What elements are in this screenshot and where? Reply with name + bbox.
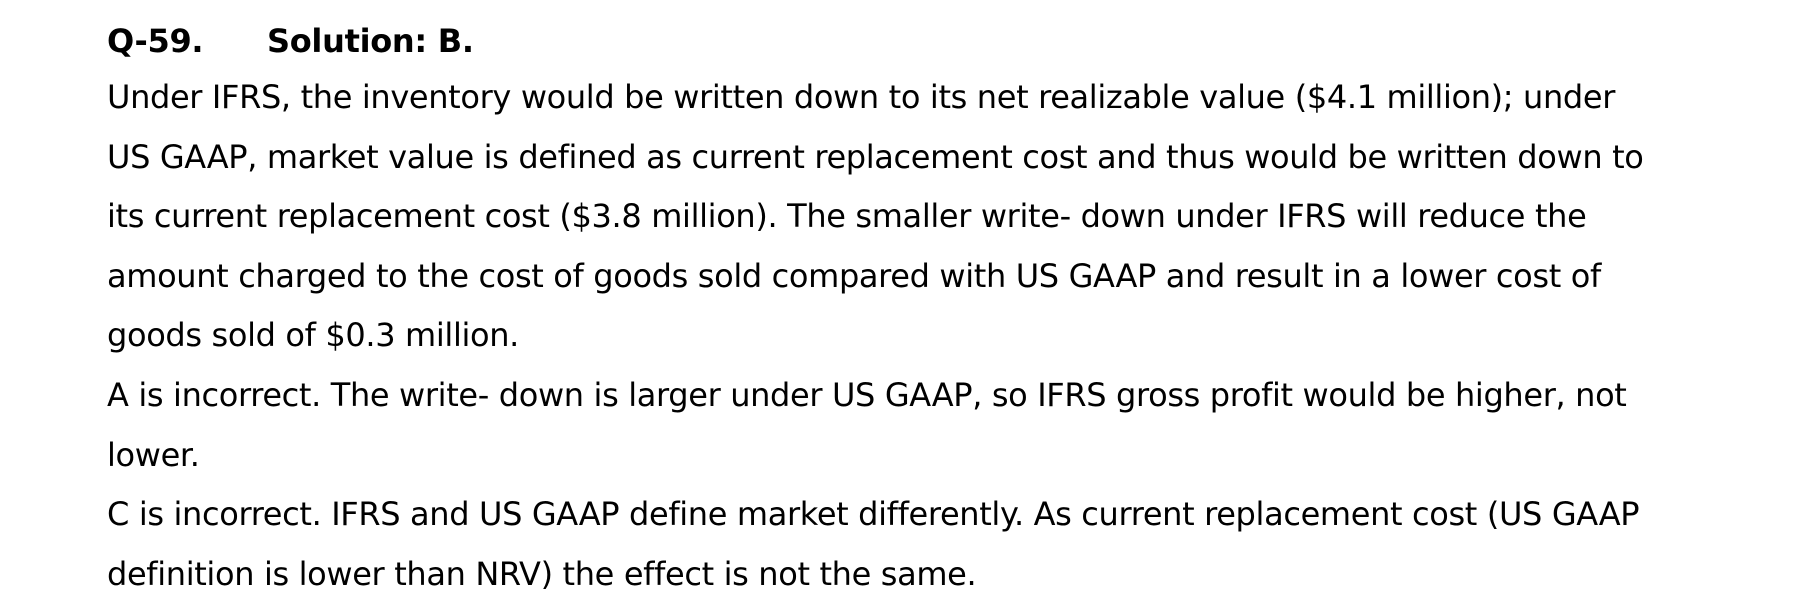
question-heading: Q-59. Solution: B.: [107, 14, 1787, 68]
explanation-line: US GAAP, market value is defined as curr…: [107, 137, 1644, 176]
option-c-paragraph: C is incorrect. IFRS and US GAAP define …: [107, 485, 1787, 604]
option-a-paragraph: A is incorrect. The write- down is large…: [107, 366, 1787, 485]
option-a-line: A is incorrect. The write- down is large…: [107, 375, 1627, 414]
explanation-line: Under IFRS, the inventory would be writt…: [107, 78, 1616, 116]
explanation-line: goods sold of $0.3 million.: [107, 316, 520, 355]
explanation-line: amount charged to the cost of goods sold…: [107, 256, 1601, 295]
option-c-line: C is incorrect. IFRS and US GAAP define …: [107, 495, 1640, 534]
solution-label: Solution: B.: [267, 22, 474, 60]
question-number: Q-59.: [107, 22, 204, 60]
explanation-paragraph: Under IFRS, the inventory would be writt…: [107, 68, 1787, 366]
explanation-line: its current replacement cost ($3.8 milli…: [107, 197, 1587, 236]
option-a-line: lower.: [107, 435, 200, 474]
option-c-line: definition is lower than NRV) the effect…: [107, 554, 977, 593]
document-body: Q-59. Solution: B. Under IFRS, the inven…: [107, 14, 1787, 604]
